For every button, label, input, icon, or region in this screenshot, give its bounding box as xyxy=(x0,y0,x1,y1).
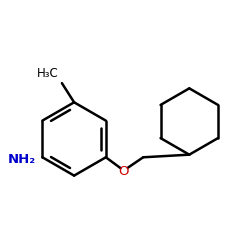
Text: O: O xyxy=(119,165,129,178)
Text: NH₂: NH₂ xyxy=(8,152,36,166)
Text: H₃C: H₃C xyxy=(37,67,59,80)
